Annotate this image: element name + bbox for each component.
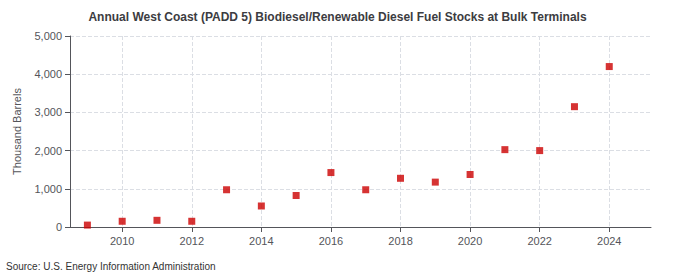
svg-text:Thousand Barrels: Thousand Barrels [11, 88, 23, 175]
svg-text:2012: 2012 [180, 235, 204, 247]
svg-text:1,000: 1,000 [34, 183, 62, 195]
svg-text:4,000: 4,000 [34, 68, 62, 80]
svg-text:2022: 2022 [527, 235, 551, 247]
svg-text:2,000: 2,000 [34, 145, 62, 157]
svg-text:3,000: 3,000 [34, 106, 62, 118]
svg-text:2010: 2010 [110, 235, 134, 247]
svg-text:2014: 2014 [249, 235, 273, 247]
svg-text:2020: 2020 [458, 235, 482, 247]
svg-text:2018: 2018 [388, 235, 412, 247]
svg-text:Annual West Coast (PADD 5) Bio: Annual West Coast (PADD 5) Biodiesel/Ren… [88, 10, 586, 24]
svg-text:2024: 2024 [597, 235, 621, 247]
svg-text:0: 0 [56, 221, 62, 233]
svg-text:Source: U.S. Energy Informatio: Source: U.S. Energy Information Administ… [6, 261, 216, 272]
svg-text:5,000: 5,000 [34, 30, 62, 42]
svg-text:2016: 2016 [319, 235, 343, 247]
